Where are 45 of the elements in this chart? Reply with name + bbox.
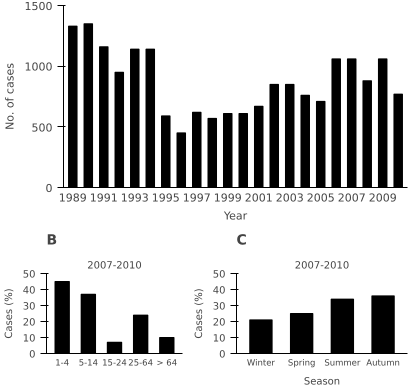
y-axis-title: Cases (%) [4,288,15,339]
y-tick-label: 0 [46,182,52,195]
x-tick-label: 2007 [338,192,366,204]
x-tick-label: 2003 [276,192,304,204]
text: C [236,232,247,248]
y-tick-label: 10 [212,334,226,344]
x-tick-label: Autumn [366,358,400,368]
y-tick-label: 50 [212,270,226,280]
x-tick-label: 2001 [244,192,273,204]
x-tick-label: 5-14 [78,358,98,368]
y-tick-label: 1000 [24,60,53,74]
y-tick-label: 40 [22,286,36,296]
y-tick-label: 20 [22,318,36,328]
x-tick-label: 2005 [306,192,335,204]
x-tick-label: Winter [246,358,276,368]
y-tick-label: 30 [212,302,226,312]
y-tick-label: 1500 [24,0,53,13]
y-tick-label: 10 [22,334,36,344]
y-tick-label: 20 [212,318,226,328]
text: B [46,232,58,248]
x-tick-label: Summer [324,358,361,368]
x-axis-title: Year [222,210,248,222]
y-tick-label: 40 [212,286,226,296]
y-tick-label: 50 [22,270,36,280]
x-tick-label: 1999 [214,192,242,204]
y-tick-label: 30 [22,302,36,312]
x-tick-label: 1993 [120,192,149,204]
x-tick-label: 1-4 [55,358,70,368]
y-axis-title: Cases (%) [194,288,205,339]
x-tick-label: 1995 [152,192,180,204]
x-tick-label: 1991 [90,192,118,204]
x-tick-label: > 64 [156,358,178,368]
y-tick-label: 0 [29,350,36,360]
y-axis-title: No. of cases [4,62,17,130]
chart-title: 2007-2010 [294,260,350,272]
x-tick-label: 15-24 [102,358,127,368]
x-tick-label: 2009 [368,192,397,204]
x-tick-label: 1997 [182,192,211,204]
y-tick-label: 0 [219,350,226,360]
x-axis-title: Season [304,376,340,388]
x-tick-label: 1989 [58,192,87,204]
x-tick-label: 25-64 [128,358,154,368]
y-tick-label: 500 [32,121,53,134]
x-tick-label: Spring [288,358,316,368]
chart-title: 2007-2010 [87,260,142,272]
